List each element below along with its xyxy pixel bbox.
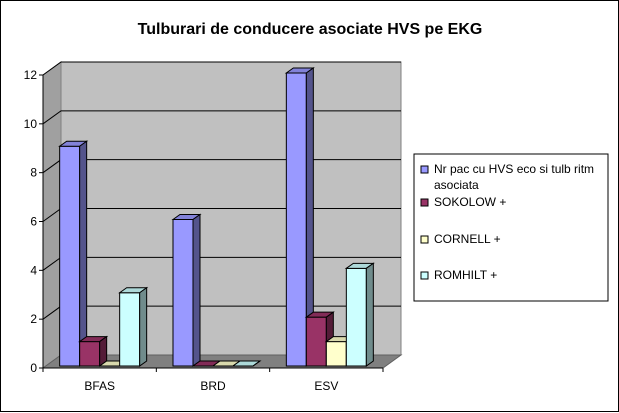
bar-side (193, 215, 200, 367)
y-tick-label: 10 (24, 117, 38, 131)
y-tick-label: 0 (30, 361, 37, 375)
legend-label: CORNELL + (434, 232, 501, 246)
bar (173, 215, 200, 367)
bar-front (326, 342, 346, 366)
bar (80, 337, 107, 366)
bar (60, 141, 87, 366)
bar-side (80, 141, 87, 366)
bar (120, 288, 147, 366)
bar-front (80, 342, 100, 366)
bar (346, 263, 373, 366)
bar-side (366, 263, 373, 366)
y-tick-label: 12 (24, 68, 38, 82)
legend-swatch (421, 199, 428, 206)
x-tick-label: BFAS (84, 379, 115, 393)
bar-front (120, 293, 140, 366)
legend-swatch (421, 166, 428, 173)
legend-swatch (421, 272, 428, 279)
bar-side (140, 288, 147, 366)
legend-label: ROMHILT + (434, 268, 497, 282)
chart-title: Tulburari de conducere asociate HVS pe E… (138, 21, 483, 38)
y-tick-label: 8 (30, 166, 37, 180)
y-tick-label: 4 (30, 263, 37, 277)
bar-front (286, 73, 306, 366)
bar-front (306, 317, 326, 366)
plot-area: 0 2 4 6 8 10 12 BFAS BRD ESV (24, 62, 401, 393)
bar-front (60, 146, 80, 366)
y-tick-label: 6 (30, 215, 37, 229)
x-tick-label: BRD (200, 379, 226, 393)
legend-swatch (421, 236, 428, 243)
legend-label: SOKOLOW + (434, 195, 506, 209)
bar-front (173, 220, 193, 367)
x-tick-label: ESV (314, 379, 338, 393)
y-tick-label: 2 (30, 312, 37, 326)
bar-front (346, 268, 366, 366)
